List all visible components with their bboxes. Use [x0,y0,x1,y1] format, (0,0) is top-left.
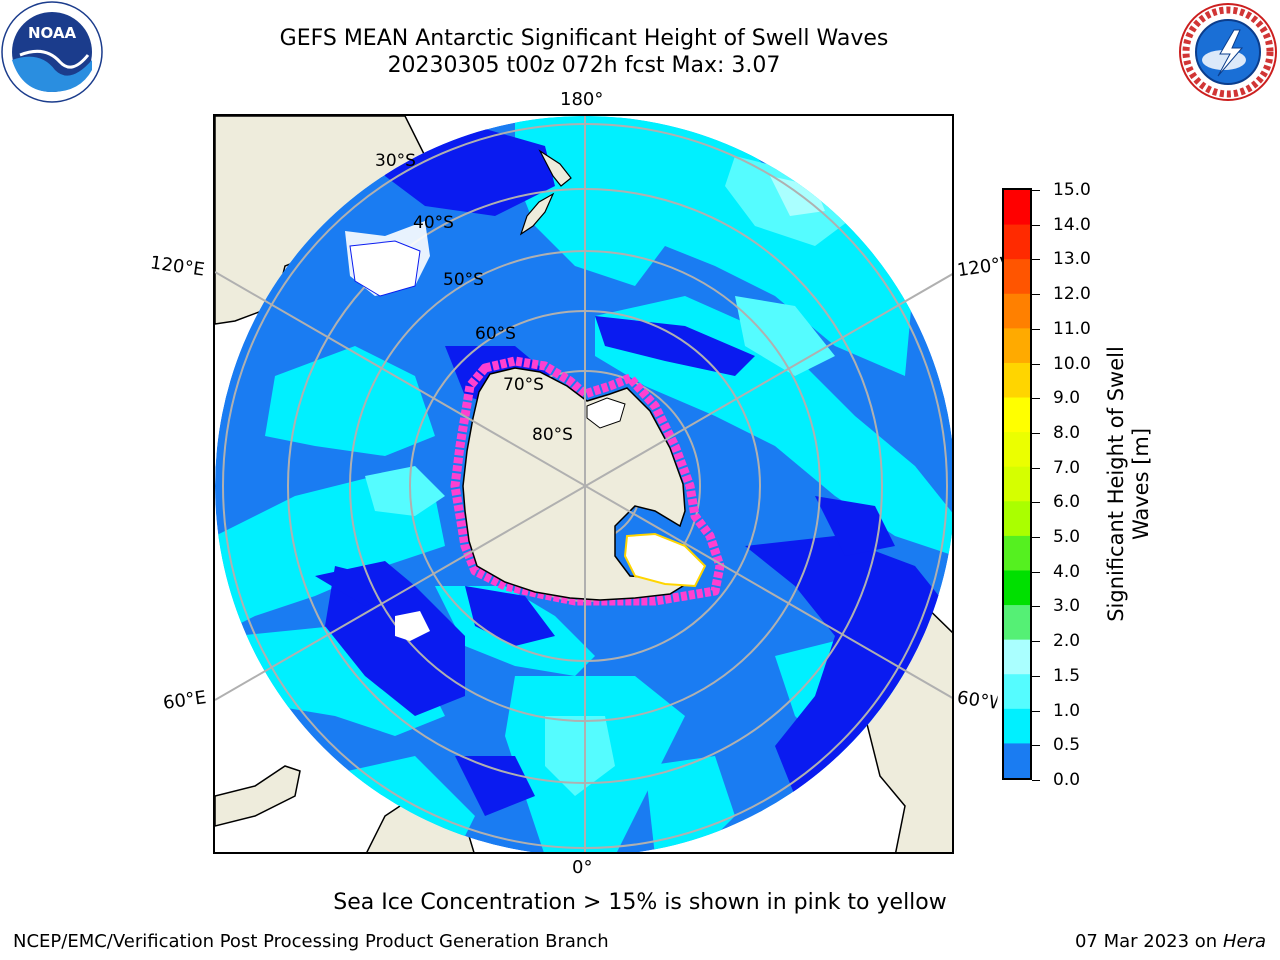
colorbar-tick-label: 11.0 [1053,318,1091,339]
colorbar-tick [1032,780,1040,781]
sea-ice-patch [349,240,421,297]
colorbar-tick-label: 4.0 [1053,561,1081,582]
colorbar-tick [1032,432,1040,434]
ross-ice-shelf [586,397,626,429]
africa-land [215,765,301,827]
colorbar-segment [1004,674,1030,710]
colorbar-segment [1004,259,1030,295]
colorbar-tick [1032,398,1040,400]
svg-text:NOAA: NOAA [28,24,77,42]
colorbar-tick-label: 10.0 [1053,353,1091,374]
colorbar-tick [1032,537,1040,539]
colorbar-tick-label: 15.0 [1053,180,1091,200]
lat-label-30s: 30°S [375,151,416,171]
colorbar-tick-label: 9.0 [1053,388,1081,409]
colorbar-segment [1004,466,1030,502]
colorbar-tick-label: 14.0 [1053,214,1091,235]
lat-label-40s: 40°S [413,213,454,233]
colorbar-segment [1004,328,1030,364]
lon-label-0: 0° [572,857,593,878]
colorbar-tick-label: 1.5 [1053,665,1081,686]
colorbar [1002,188,1032,780]
map-panel [213,114,954,854]
colorbar-tick [1032,571,1040,573]
colorbar-tick [1032,745,1040,747]
sea-ice-margin [450,356,725,606]
credit-host: Hera [1222,931,1266,952]
colorbar-tick-label: 0.0 [1053,770,1081,790]
colorbar-tick [1032,224,1040,226]
colorbar-segment [1004,743,1030,778]
lon-label-120e: 120°E [148,252,206,281]
colorbar-tick [1032,294,1040,296]
colorbar-tick-label: 2.0 [1053,631,1081,652]
colorbar-tick [1032,190,1040,191]
credit-date: 07 Mar 2023 on [1074,931,1218,952]
lat-label-70s: 70°S [503,375,544,395]
colorbar-segment [1004,570,1030,606]
colorbar-tick-label: 0.5 [1053,735,1081,756]
colorbar-tick-label: 8.0 [1053,422,1081,443]
colorbar-tick-label: 1.0 [1053,700,1081,721]
colorbar-segment [1004,190,1030,226]
sea-ice-note: Sea Ice Concentration > 15% is shown in … [333,890,947,915]
colorbar-segment [1004,293,1030,329]
colorbar-tick-label: 5.0 [1053,527,1081,548]
lat-label-80s: 80°S [532,425,573,445]
lon-label-60e: 60°E [161,687,208,714]
nws-logo [1179,3,1277,101]
colorbar-tick-label: 3.0 [1053,596,1081,617]
colorbar-segment [1004,605,1030,641]
colorbar-segment [1004,397,1030,433]
lon-label-180: 180° [560,89,604,110]
colorbar-segment [1004,224,1030,260]
colorbar-tick-label: 13.0 [1053,249,1091,270]
colorbar-tick [1032,328,1040,330]
new-zealand-land [519,149,572,236]
colorbar-tick [1032,710,1040,712]
lat-label-50s: 50°S [443,270,484,290]
colorbar-segment [1004,501,1030,537]
colorbar-tick-label: 6.0 [1053,492,1081,513]
colorbar-tick [1032,641,1040,643]
colorbar-tick-label: 7.0 [1053,457,1081,478]
colorbar-label-line1: Significant Height of Swell [1104,346,1128,622]
colorbar-segment [1004,639,1030,675]
colorbar-segment [1004,432,1030,468]
map-subtitle: 20230305 t00z 072h fcst Max: 3.07 [387,53,781,78]
colorbar-label-line2: Waves [m] [1129,427,1153,541]
colorbar-tick [1032,675,1040,677]
colorbar-label: Significant Height of Swell Waves [m] [1104,346,1154,622]
colorbar-segment [1004,362,1030,399]
colorbar-tick [1032,363,1040,365]
colorbar-tick [1032,502,1040,504]
antarctica-land [462,367,686,601]
polar-map [215,116,952,852]
credit-right: 07 Mar 2023 on Hera [1075,931,1266,952]
colorbar-segment [1004,708,1030,744]
weddell-ice-shelf [623,532,707,588]
lon-label-60w: 60°W [955,687,999,714]
sea-ice-patch [395,611,430,641]
colorbar-tick [1032,606,1040,608]
noaa-logo: NOAA [1,1,103,103]
credit-left: NCEP/EMC/Verification Post Processing Pr… [13,931,609,952]
colorbar-tick-label: 12.0 [1053,284,1091,305]
colorbar-tick [1032,467,1040,469]
colorbar-tick [1032,259,1040,261]
lat-label-60s: 60°S [475,324,516,344]
map-title: GEFS MEAN Antarctic Significant Height o… [279,26,889,51]
colorbar-segment [1004,535,1030,571]
